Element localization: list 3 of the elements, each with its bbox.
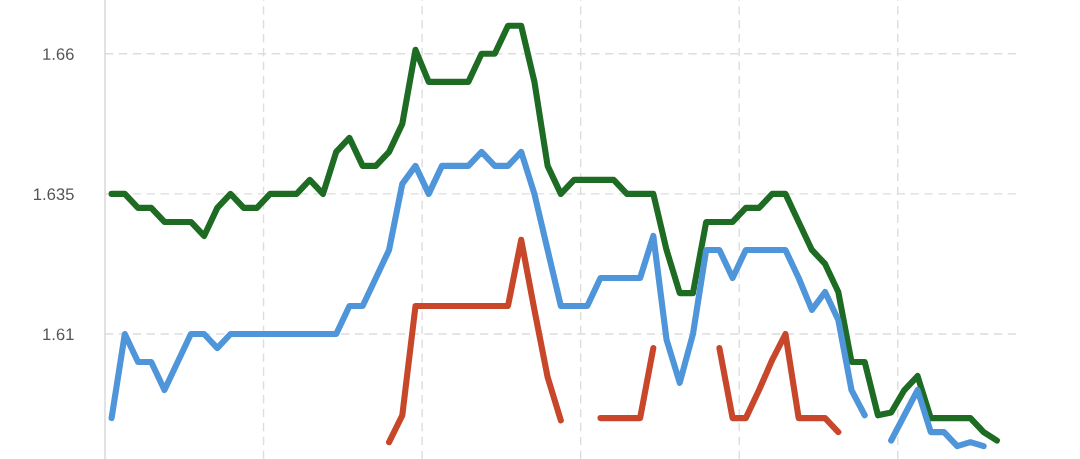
y-tick-label: 1.635 — [34, 188, 74, 201]
y-tick-label: 1.66 — [43, 48, 74, 61]
y-tick-label: 1.61 — [43, 328, 74, 341]
